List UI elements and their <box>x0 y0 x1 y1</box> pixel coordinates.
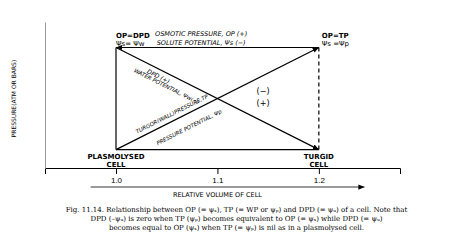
series-line <box>116 48 319 150</box>
series-line <box>318 48 319 150</box>
x-axis-line <box>46 169 401 175</box>
y-axis-title: PRESSURE(ATM OR BARS) <box>11 60 18 138</box>
caption-line: becomes equal to OP (ψₛ) when TP (= ψₚ) … <box>109 224 364 232</box>
annotation: TURGOR(WALL)PRESSURE,TP <box>135 93 210 135</box>
annotation: (+) <box>257 99 270 108</box>
series-line <box>115 48 116 150</box>
annotation: OSMOTIC PRESSURE, OP (+) <box>155 30 247 38</box>
x-tick-mark <box>319 168 320 174</box>
annotation: OP=TP <box>322 32 349 40</box>
x-tick-label: 1.2 <box>314 176 326 185</box>
annotation: PRESSURE POTENTIAL, Ψp <box>155 108 223 147</box>
x-tick-mark <box>116 168 117 174</box>
annotation: CELL <box>107 161 126 169</box>
series-line <box>116 48 319 150</box>
annotation: WATER POTENTIAL, Ψw(−) <box>133 67 201 105</box>
annotation: Ψs =Ψp <box>322 40 350 48</box>
x-tick-label: 1.1 <box>212 176 224 185</box>
annotation: Ψs= Ψw <box>116 40 145 48</box>
annotation: TURGID <box>304 153 334 161</box>
x-tick: 1.0 <box>111 168 123 185</box>
caption: Fig. 11.14. Relationship between OP (= ψ… <box>66 206 408 232</box>
annotation: CELL <box>309 161 328 169</box>
x-axis-title: RELATIVE VOLUME OF CELL <box>173 191 262 199</box>
y-axis-line <box>45 23 46 169</box>
x-tick: 1.2 <box>314 168 326 185</box>
caption-line: DPD (–ψᵤ) is zero when TP (ψₚ) becomes e… <box>91 215 383 223</box>
annotations: OP=DPDΨs= ΨwOP=TPΨs =ΨpPLASMOLYSEDCELLTU… <box>87 30 349 169</box>
series-line <box>116 47 319 48</box>
annotation: PLASMOLYSED <box>87 153 144 161</box>
annotation: SOLUTE POTENTIAL, Ψs (−) <box>157 39 246 47</box>
chart: 1.0 1.1 1.2 OP=DPDΨs= Ψw OP=TPΨs =Ψp PLASMOLY… <box>0 0 473 250</box>
caption-line: Fig. 11.14. Relationship between OP (= ψ… <box>66 206 408 214</box>
y-axis <box>45 23 46 169</box>
x-axis: 1.0 1.1 1.2 <box>46 168 401 185</box>
annotation: (−) <box>257 87 270 96</box>
plot-area <box>116 48 319 150</box>
x-tick-mark <box>217 168 218 174</box>
x-tick-label: 1.0 <box>111 176 123 185</box>
x-axis-arrow <box>91 187 365 188</box>
x-tick: 1.1 <box>212 168 224 185</box>
annotation: OP=DPD <box>116 32 150 40</box>
series-line <box>116 149 319 150</box>
